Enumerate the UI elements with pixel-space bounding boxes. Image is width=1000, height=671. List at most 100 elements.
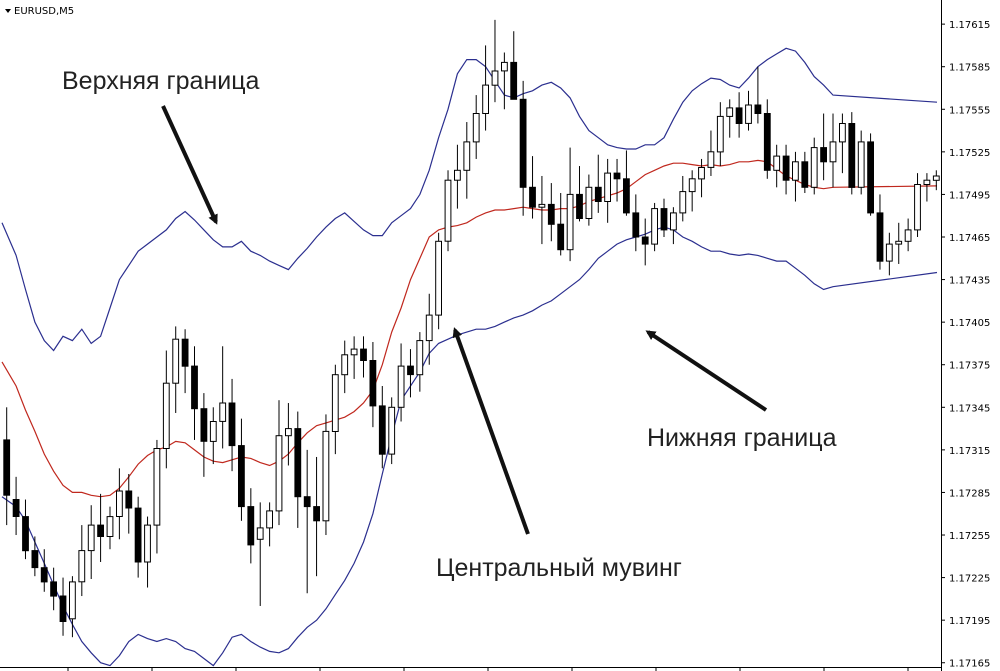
candle (219, 346, 227, 449)
y-tick-label: 1.17465 (949, 233, 990, 244)
candle (670, 207, 677, 245)
candle (547, 183, 555, 242)
candle (369, 342, 377, 428)
y-tick-label: 1.17495 (949, 190, 990, 201)
candle (472, 95, 480, 159)
candle-body-bullish (275, 435, 283, 512)
candle-body-bearish (613, 172, 621, 180)
candle (810, 137, 818, 195)
candle (585, 174, 593, 226)
candle (78, 525, 86, 597)
candle-body-bearish (641, 236, 649, 245)
candle-body-bearish (97, 524, 104, 537)
candle (125, 473, 133, 534)
candle-body-bearish (294, 428, 302, 498)
candle (519, 80, 527, 216)
candle (688, 170, 696, 212)
candle (632, 194, 640, 252)
candle (256, 502, 264, 606)
candle (576, 166, 583, 222)
candle (247, 488, 255, 564)
candle-body-bullish (435, 240, 443, 316)
middle-band-arrow (452, 327, 530, 535)
candle-body-bullish (698, 167, 705, 180)
candle (238, 418, 245, 521)
candle-body-bullish (679, 191, 687, 214)
candle-body-bullish (116, 490, 123, 517)
candle (566, 147, 574, 262)
candle-body-bullish (219, 402, 227, 422)
candle (660, 198, 668, 237)
candle-body-bearish (754, 104, 762, 114)
candle (144, 516, 151, 588)
candle-body-bearish (59, 595, 67, 622)
middle-band-label: Центральный мувинг (436, 554, 682, 582)
y-tick-label: 1.17285 (949, 488, 990, 499)
candle (613, 158, 621, 202)
candle-body-bullish (172, 338, 180, 384)
candle-body-bullish (923, 179, 931, 185)
candle-body-bearish (801, 161, 809, 188)
candle (782, 144, 790, 195)
candle-body-bullish (285, 428, 292, 437)
candle-body-bearish (557, 223, 565, 251)
candle (604, 158, 612, 223)
candle-body-bearish (848, 123, 856, 188)
candle (435, 232, 443, 330)
candle-body-bearish (191, 365, 198, 410)
candle (876, 194, 884, 270)
candle (116, 468, 123, 540)
candle (69, 576, 76, 638)
candle-body-bullish (726, 107, 734, 117)
candle-body-bearish (820, 147, 828, 163)
candle (839, 113, 846, 174)
candle (31, 536, 39, 577)
candle (162, 350, 170, 469)
candle-body-bullish (745, 104, 752, 124)
candle (3, 407, 11, 526)
candle-body-bearish (50, 581, 58, 597)
candle (388, 397, 396, 465)
candle (285, 403, 292, 466)
candle (228, 378, 236, 472)
y-tick-label: 1.17375 (949, 361, 990, 372)
candle-body-bearish (303, 496, 311, 508)
symbol-header: EURUSD,M5 (5, 6, 74, 17)
candle-body-bearish (200, 408, 208, 442)
candle (754, 66, 762, 124)
candle-body-bullish (895, 240, 903, 245)
candle-body-bullish (388, 406, 396, 455)
candle-body-bullish (69, 581, 76, 620)
candle (200, 393, 208, 477)
candle (848, 112, 856, 195)
candle (716, 102, 724, 167)
candle (463, 122, 471, 199)
candle-body-bearish (22, 516, 29, 552)
candle (22, 499, 29, 560)
candle (857, 130, 865, 195)
candle (698, 158, 705, 198)
candle-body-bullish (716, 115, 724, 153)
candle-body-bullish (397, 365, 405, 408)
candle (501, 52, 508, 110)
candle (510, 31, 518, 100)
candle-body-bearish (660, 208, 668, 231)
candle-body-bullish (491, 70, 499, 86)
candle-body-bullish (773, 155, 781, 171)
candle-body-bearish (623, 178, 630, 214)
candle-body-bearish (378, 405, 386, 455)
candle (313, 456, 321, 577)
candle (491, 19, 499, 103)
y-tick-label: 1.17315 (949, 446, 990, 457)
candle (773, 144, 781, 188)
candle-body-bullish (810, 147, 818, 188)
candle-body-bearish (867, 141, 875, 214)
candle (885, 232, 893, 276)
candle-body-bullish (331, 374, 339, 433)
candle-body-bearish (360, 348, 367, 362)
candle (172, 326, 180, 413)
upper-band-line (1, 47, 938, 352)
candle (360, 336, 367, 378)
candle-body-bearish (782, 155, 790, 181)
